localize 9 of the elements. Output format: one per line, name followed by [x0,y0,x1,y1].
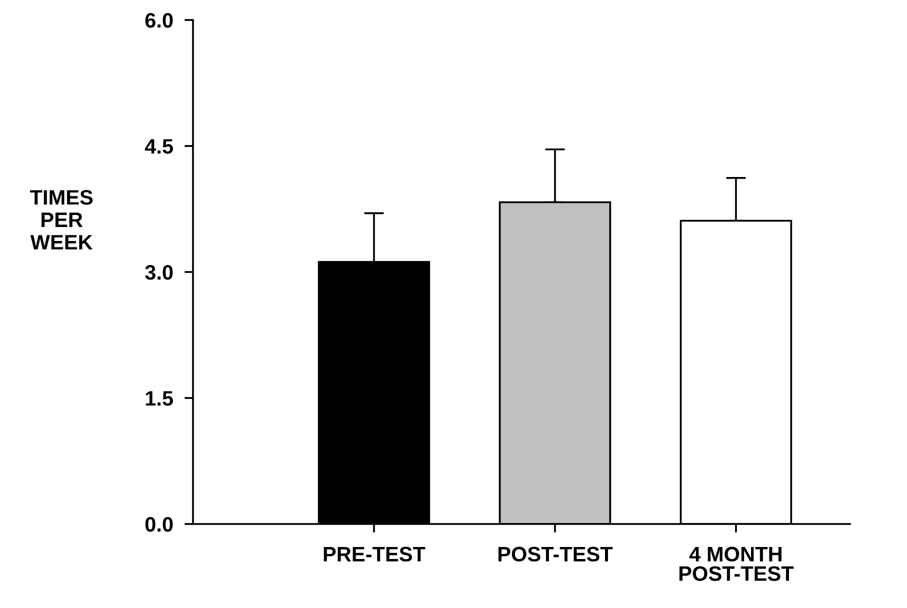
y-tick-label: 4.5 [144,139,173,154]
y-tick-label: 6.0 [145,13,173,28]
y-axis-title: TIMES PER WEEK [30,190,93,250]
y-tick-label: 1.5 [146,391,173,406]
x-tick-label: POST-TEST [498,546,613,562]
x-tick-label: PRE-TEST [324,546,426,562]
y-tick-label: 3.0 [145,265,173,280]
x-tick-label: 4 MONTH POST-TEST [679,546,794,581]
y-tick-label: 0.0 [145,517,173,532]
